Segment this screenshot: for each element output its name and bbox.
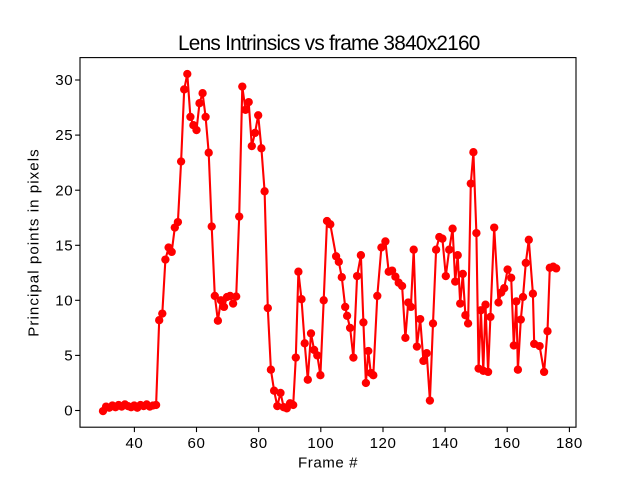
svg-text:160: 160 [494, 435, 521, 452]
svg-text:0: 0 [64, 403, 73, 420]
svg-text:40: 40 [125, 435, 143, 452]
svg-text:15: 15 [55, 237, 73, 254]
svg-text:Lens Intrinsics vs frame 3840x: Lens Intrinsics vs frame 3840x2160 [178, 32, 480, 55]
svg-text:10: 10 [55, 292, 73, 309]
svg-text:60: 60 [188, 435, 206, 452]
svg-text:Principal points in pixels: Principal points in pixels [25, 148, 42, 336]
svg-text:180: 180 [556, 435, 583, 452]
svg-text:100: 100 [307, 435, 334, 452]
svg-text:25: 25 [55, 127, 73, 144]
svg-text:140: 140 [432, 435, 459, 452]
svg-text:80: 80 [250, 435, 268, 452]
svg-text:5: 5 [64, 348, 73, 365]
svg-text:120: 120 [370, 435, 397, 452]
svg-text:Frame #: Frame # [298, 454, 358, 471]
svg-text:30: 30 [55, 72, 73, 89]
svg-text:20: 20 [55, 182, 73, 199]
